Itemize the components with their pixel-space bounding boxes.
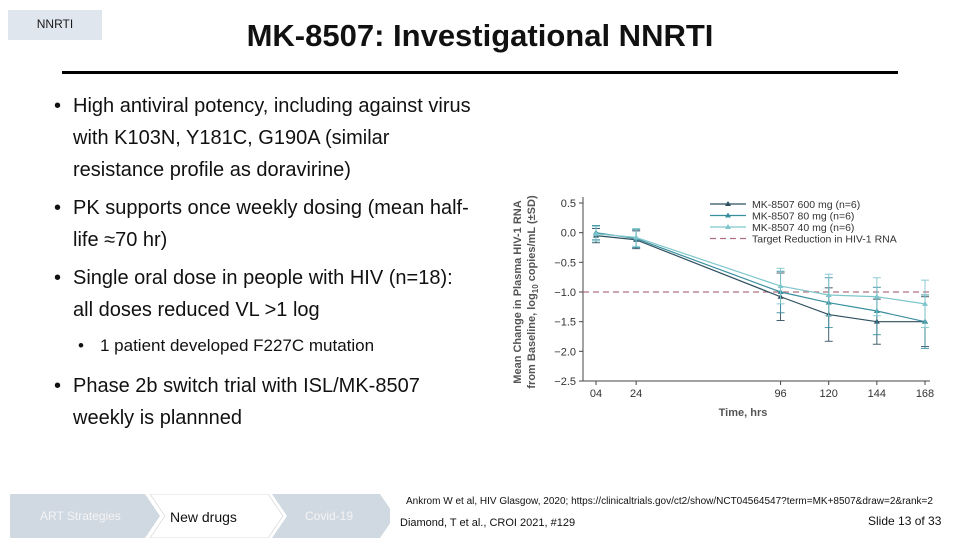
title-divider [62,71,898,74]
x-tick-label: 168 [916,388,934,400]
x-tick-label: 120 [820,388,838,400]
legend-marker [725,212,731,218]
bullet-item: Single oral dose in people with HIV (n=1… [38,262,478,326]
series-group [592,226,929,329]
y-axis-label-line2: from Baseline, log10 copies/mL (±SD) [526,195,540,389]
x-tick-label: 04 [590,388,602,400]
bullet-item: PK supports once weekly dosing (mean hal… [38,192,478,256]
y-tick-label: −1.5 [554,317,576,329]
data-point [777,283,784,289]
data-point [873,293,880,299]
section-tag: NNRTI [8,10,102,40]
y-axis-label: Mean Change in Plasma HIV-1 RNA from Bas… [512,195,540,389]
reference-1: Ankrom W et al, HIV Glasgow, 2020; https… [406,496,933,507]
slide-number: Slide 13 of 33 [868,514,942,528]
viral-load-chart: Mean Change in Plasma HIV-1 RNA from Bas… [512,195,934,419]
series-line [595,235,925,323]
data-point [922,300,928,306]
legend-label: MK-8507 40 mg (n=6) [752,222,854,234]
slide-title: MK-8507: Investigational NNRTI [246,18,714,53]
legend-marker [725,224,731,229]
y-tick-label: 0.0 [561,228,576,240]
x-axis-label: Time, hrs [719,407,768,419]
nav-chevron-new-drugs[interactable] [149,494,284,538]
bullet-item: Phase 2b switch trial with ISL/MK-8507 w… [38,370,478,434]
legend-marker [725,201,731,206]
y-tick-label: −2.5 [554,376,576,388]
y-tick-label: −2.0 [554,346,576,358]
series-line [595,232,926,323]
reference-2: Diamond, T et al., CROI 2021, #129 [400,517,576,529]
legend-label: MK-8507 80 mg (n=6) [752,211,854,223]
data-point [593,230,600,236]
legend-label: Target Reduction in HIV-1 RNA [752,234,897,246]
nav-chevron-covid[interactable] [272,494,390,538]
legend-label: MK-8507 600 mg (n=6) [752,199,860,211]
y-tick-label: −0.5 [554,257,576,269]
series-line [595,233,926,305]
x-tick-label: 144 [868,388,886,400]
nav-chevron-art-strategies[interactable] [10,494,160,538]
data-point [633,234,640,240]
y-tick-label: −1.0 [554,287,576,299]
nav-chevrons [10,494,390,538]
bullet-item: High antiviral potency, including agains… [38,90,478,186]
data-point [825,291,832,297]
nav-item-covid[interactable]: Covid-19 [305,509,354,523]
nav-item-new-drugs[interactable]: New drugs [170,509,237,525]
x-tick-label: 24 [630,388,642,400]
nav-item-art-strategies[interactable]: ART Strategies [40,509,121,523]
x-tick-label: 96 [774,388,786,400]
bullet-list: High antiviral potency, including agains… [38,90,478,440]
y-axis-label-line1: Mean Change in Plasma HIV-1 RNA [512,200,524,383]
sub-bullet-item: 1 patient developed F227C mutation [38,334,478,358]
section-nav: ART Strategies New drugs Covid-19 [10,494,390,538]
y-tick-label: 0.5 [561,198,576,210]
